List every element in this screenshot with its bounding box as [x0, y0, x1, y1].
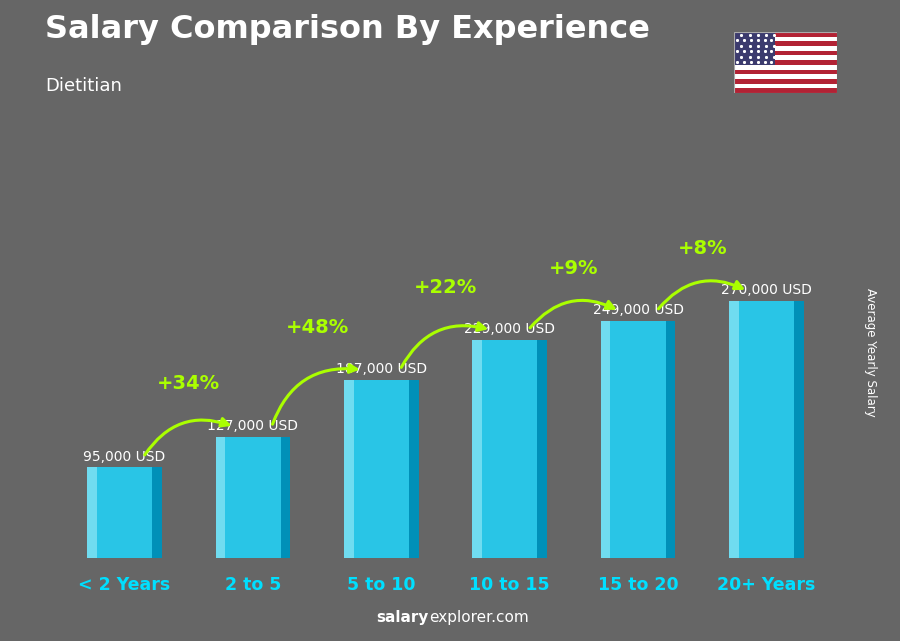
Text: 20+ Years: 20+ Years	[717, 576, 815, 594]
Bar	[734, 65, 837, 69]
Text: 127,000 USD: 127,000 USD	[208, 419, 299, 433]
Bar	[409, 380, 419, 558]
Bar	[734, 51, 837, 56]
Text: 95,000 USD: 95,000 USD	[84, 449, 166, 463]
Bar	[734, 42, 837, 46]
Bar	[729, 301, 804, 558]
Bar	[344, 380, 418, 558]
Text: Average Yearly Salary: Average Yearly Salary	[865, 288, 878, 417]
Text: < 2 Years: < 2 Years	[78, 576, 171, 594]
Bar	[734, 83, 837, 88]
FancyArrowPatch shape	[273, 365, 356, 424]
Text: +9%: +9%	[549, 258, 598, 278]
Text: 249,000 USD: 249,000 USD	[592, 303, 683, 317]
Bar	[216, 437, 225, 558]
Bar	[152, 467, 162, 558]
Text: 2 to 5: 2 to 5	[225, 576, 281, 594]
Text: 15 to 20: 15 to 20	[598, 576, 679, 594]
Bar	[537, 340, 547, 558]
Bar	[601, 321, 610, 558]
Bar	[734, 88, 837, 93]
FancyArrowPatch shape	[401, 323, 485, 367]
Bar	[734, 32, 775, 65]
Bar	[281, 437, 290, 558]
Bar	[666, 321, 675, 558]
Bar	[87, 467, 162, 558]
Text: +48%: +48%	[285, 317, 349, 337]
Text: 5 to 10: 5 to 10	[347, 576, 416, 594]
Bar	[87, 467, 97, 558]
Bar	[216, 437, 290, 558]
Bar	[472, 340, 547, 558]
Bar	[472, 340, 482, 558]
Text: 229,000 USD: 229,000 USD	[464, 322, 555, 337]
Bar	[734, 74, 837, 79]
Bar	[734, 32, 837, 37]
Bar	[734, 56, 837, 60]
Bar	[734, 69, 837, 74]
Text: +22%: +22%	[414, 278, 477, 297]
Text: +8%: +8%	[678, 238, 727, 258]
FancyArrowPatch shape	[530, 301, 614, 328]
Bar	[734, 37, 837, 42]
Bar	[734, 46, 837, 51]
FancyArrowPatch shape	[145, 419, 229, 455]
Text: Dietitian: Dietitian	[45, 77, 122, 95]
Bar	[344, 380, 354, 558]
Text: Salary Comparison By Experience: Salary Comparison By Experience	[45, 14, 650, 45]
FancyArrowPatch shape	[659, 281, 742, 309]
Bar	[794, 301, 804, 558]
Text: 187,000 USD: 187,000 USD	[336, 362, 427, 376]
Text: +34%: +34%	[158, 374, 220, 394]
Text: salary: salary	[376, 610, 428, 625]
Bar	[734, 60, 837, 65]
Bar	[601, 321, 675, 558]
Bar	[729, 301, 739, 558]
Text: 270,000 USD: 270,000 USD	[721, 283, 812, 297]
Text: 10 to 15: 10 to 15	[470, 576, 550, 594]
Bar	[734, 79, 837, 83]
Text: explorer.com: explorer.com	[429, 610, 529, 625]
